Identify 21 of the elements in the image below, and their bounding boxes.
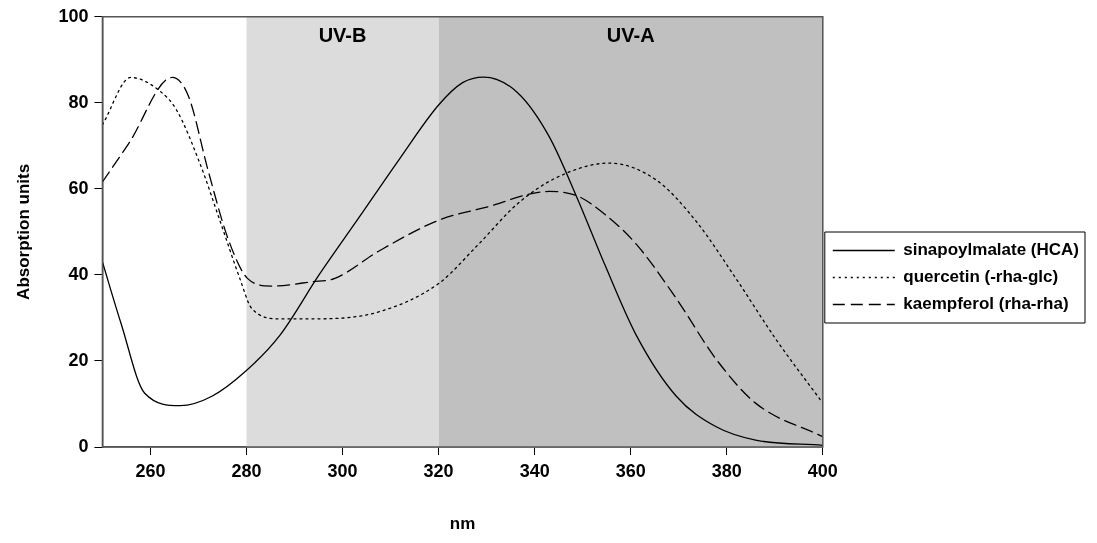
legend-label: kaempferol (rha-rha) xyxy=(903,294,1069,314)
x-axis-title: nm xyxy=(449,514,476,534)
x-tick-label: 260 xyxy=(135,460,166,481)
legend-label: sinapoylmalate (HCA) xyxy=(903,240,1079,260)
x-tick-label: 380 xyxy=(711,460,742,481)
y-tick-label: 60 xyxy=(68,177,89,198)
y-tick-label: 100 xyxy=(58,5,89,26)
y-tick-label: 80 xyxy=(68,91,89,112)
x-tick-label: 280 xyxy=(231,460,262,481)
y-tick-label: 40 xyxy=(68,263,89,284)
y-tick-label: 0 xyxy=(78,435,89,456)
y-axis-title: Absorption units xyxy=(13,163,33,300)
x-tick-label: 320 xyxy=(423,460,454,481)
band-label: UV-B xyxy=(318,24,367,47)
x-tick-label: 360 xyxy=(615,460,646,481)
x-tick-label: 400 xyxy=(807,460,838,481)
x-tick-label: 340 xyxy=(519,460,550,481)
legend-label: quercetin (-rha-glc) xyxy=(903,267,1059,287)
y-tick-label: 20 xyxy=(68,349,89,370)
x-tick-label: 300 xyxy=(327,460,358,481)
band-label: UV-A xyxy=(606,24,655,47)
